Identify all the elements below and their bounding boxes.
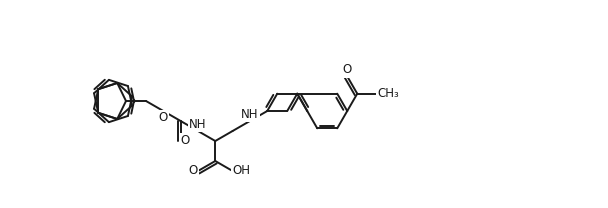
Text: NH: NH xyxy=(241,108,258,121)
Text: O: O xyxy=(343,63,352,76)
Text: NH: NH xyxy=(189,118,207,131)
Text: CH₃: CH₃ xyxy=(377,87,399,100)
Text: O: O xyxy=(181,135,190,147)
Text: O: O xyxy=(159,111,168,124)
Text: O: O xyxy=(188,165,198,177)
Text: OH: OH xyxy=(233,165,250,177)
